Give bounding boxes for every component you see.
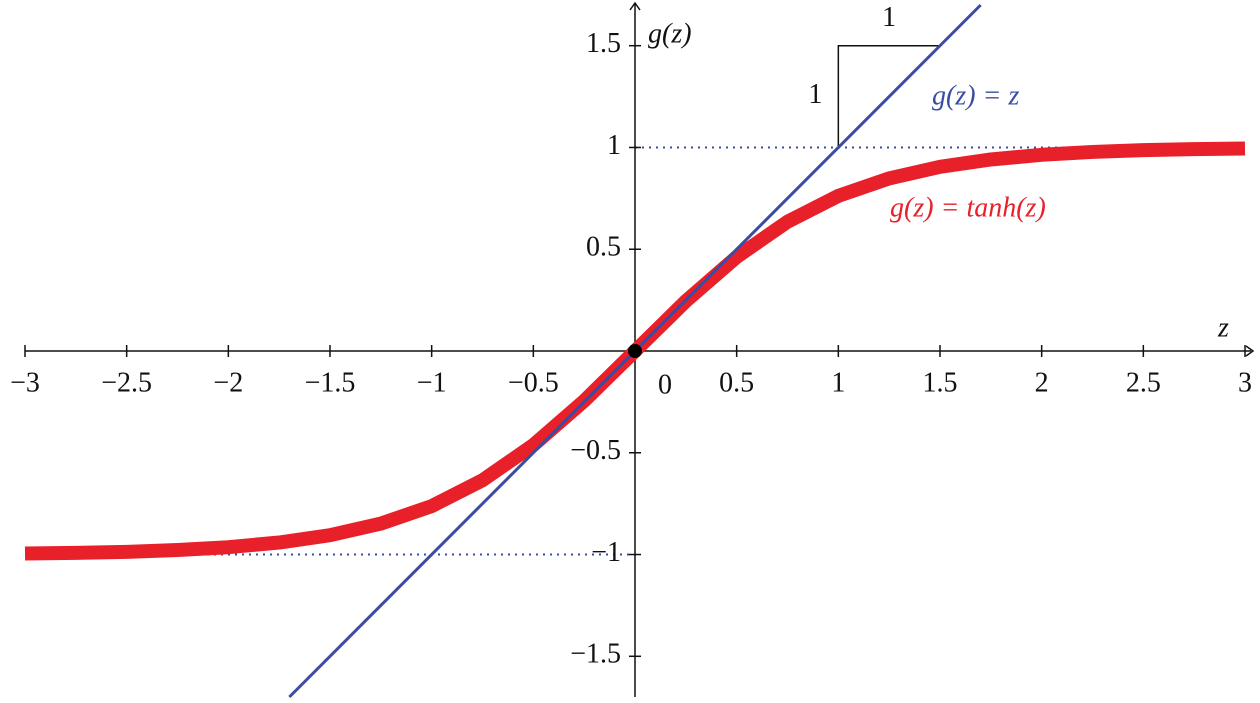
x-tick-label: −2 [213,367,243,398]
slope-triangle [837,44,940,148]
x-tick-label: 2 [1035,367,1049,398]
x-tick-label: 1 [831,367,845,398]
x-tick-label: −1 [417,367,447,398]
slope-rise-label: 1 [808,79,822,110]
x-tick-label: 2.5 [1126,367,1161,398]
x-axis-arrow [1245,345,1255,357]
x-tick-label: −2.5 [101,367,152,398]
y-axis-arrow [629,1,641,11]
x-axis-label: z [1217,312,1229,343]
y-tick-label: 1.5 [586,28,621,59]
y-axis-label: g(z) [648,18,692,49]
y-tick-label: −1.5 [570,639,621,670]
origin-label: 0 [658,369,672,400]
legend-tanh: g(z) = tanh(z) [890,192,1046,223]
x-tick-label: −3 [10,367,40,398]
x-tick-label: 3 [1238,367,1252,398]
x-tick-label: −0.5 [508,367,559,398]
y-tick-label: −1 [591,537,621,568]
origin-point [628,344,642,358]
x-tick-label: 0.5 [719,367,754,398]
x-tick-label: −1.5 [305,367,356,398]
slope-run-label: 1 [882,2,896,33]
y-tick-label: −0.5 [570,435,621,466]
x-tick-label: 1.5 [923,367,958,398]
legend-linear: g(z) = z [932,80,1019,111]
y-tick-label: 0.5 [586,232,621,263]
y-tick-label: 1 [607,130,621,161]
